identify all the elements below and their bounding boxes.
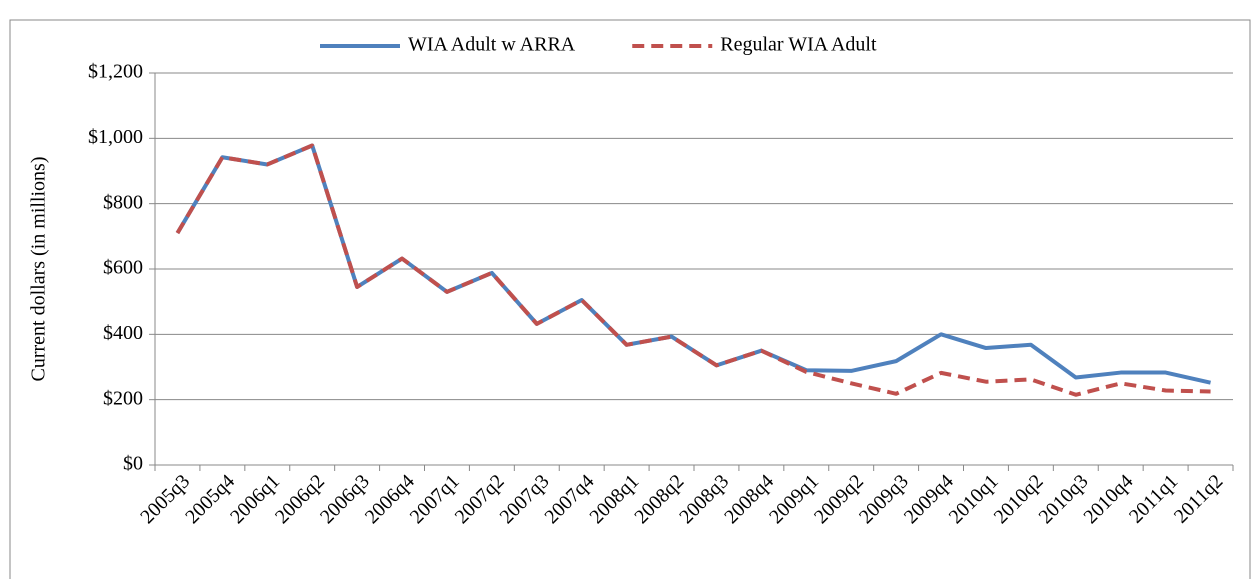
y-tick-label: $400 xyxy=(103,322,143,344)
y-tick-label: $0 xyxy=(123,453,143,475)
y-axis-label: Current dollars (in millions) xyxy=(28,157,50,382)
y-tick-label: $200 xyxy=(103,387,143,409)
y-tick-label: $1,200 xyxy=(88,61,143,83)
legend-label: Regular WIA Adult xyxy=(720,34,877,56)
chart-frame xyxy=(9,19,1251,584)
y-tick-label: $800 xyxy=(103,191,143,213)
y-tick-label: $1,000 xyxy=(88,126,143,148)
legend-label: WIA Adult w ARRA xyxy=(408,34,576,56)
y-tick-label: $600 xyxy=(103,257,143,279)
series-line xyxy=(175,143,1211,397)
